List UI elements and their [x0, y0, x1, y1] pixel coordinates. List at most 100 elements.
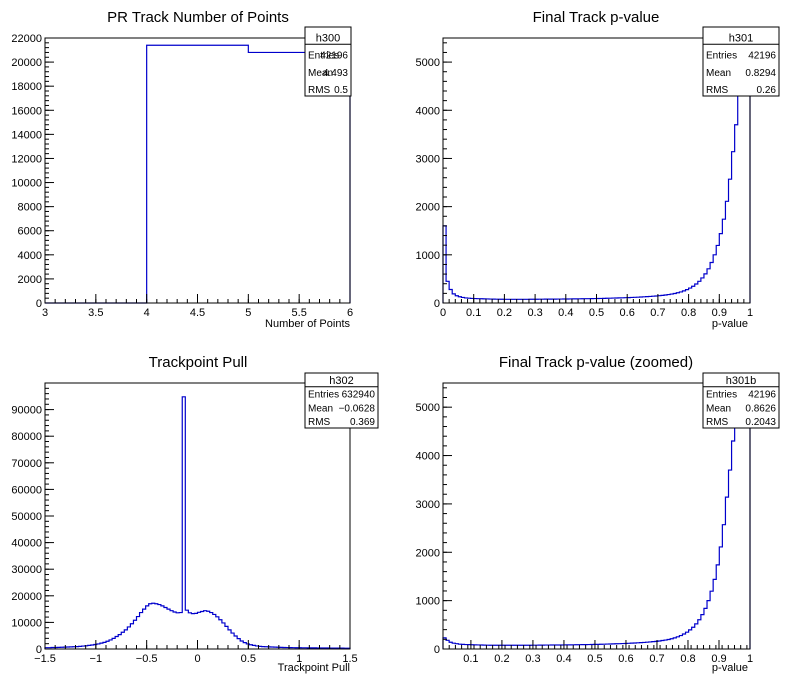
- x-tick-label: 0.9: [711, 653, 726, 665]
- x-tick-label: 0.7: [649, 653, 664, 665]
- y-tick-label: 2000: [416, 547, 440, 559]
- stats-value: 0.2043: [745, 417, 776, 428]
- x-tick-label: 1.5: [342, 653, 357, 665]
- chart-title: Final Track p-value (zoomed): [499, 354, 693, 371]
- y-tick-label: 50000: [11, 511, 42, 523]
- x-tick-label: −1: [90, 653, 103, 665]
- stats-box-name: h301: [729, 32, 753, 44]
- stats-box: h301b Entries 42196 Mean 0.8626 RMS 0.2043: [702, 372, 780, 429]
- x-tick-label: 0.5: [589, 307, 604, 319]
- x-axis-label: p-value: [712, 662, 748, 674]
- stats-label: RMS: [706, 85, 729, 96]
- y-tick-label: 20000: [11, 591, 42, 603]
- y-tick-label: 30000: [11, 564, 42, 576]
- x-tick-label: 1: [747, 307, 753, 319]
- y-tick-label: 1000: [416, 250, 440, 262]
- histogram-line: [442, 384, 751, 649]
- stats-value: 42196: [748, 51, 776, 62]
- x-tick-label: 0.6: [620, 307, 635, 319]
- y-tick-label: 10000: [11, 178, 42, 190]
- stats-label: RMS: [308, 417, 331, 428]
- x-tick-label: 0.2: [497, 307, 512, 319]
- y-tick-label: 0: [36, 298, 42, 310]
- plot-frame: [44, 382, 351, 650]
- stats-value: 0.5: [334, 85, 348, 96]
- stats-value: 42196: [320, 51, 348, 62]
- x-tick-label: 0: [194, 653, 200, 665]
- y-tick-label: 0: [434, 298, 440, 310]
- stats-box-frame: [304, 26, 352, 97]
- x-tick-label: 0.5: [241, 653, 256, 665]
- x-tick-label: 0.2: [494, 653, 509, 665]
- stats-value: 0.26: [757, 85, 777, 96]
- x-tick-label: 4: [144, 307, 150, 319]
- x-tick-label: 0.4: [558, 307, 573, 319]
- histogram-line: [45, 44, 351, 304]
- stats-label: Mean: [706, 403, 731, 414]
- stats-box-name: h300: [316, 32, 340, 44]
- y-tick-label: 2000: [416, 202, 440, 214]
- x-tick-label: 1: [747, 653, 753, 665]
- histogram-line: [442, 39, 751, 303]
- y-tick-label: 0: [434, 644, 440, 656]
- histogram-pad-h300: PR Track Number of Points 3 3.5 4 4.5 5 5.5 6 0 2…: [11, 9, 353, 330]
- x-tick-label: 4.5: [190, 307, 205, 319]
- stats-label: RMS: [308, 85, 331, 96]
- y-tick-label: 20000: [11, 57, 42, 69]
- x-tick-label: 0.6: [618, 653, 633, 665]
- x-tick-label: 0.7: [650, 307, 665, 319]
- stats-label: Mean: [706, 68, 731, 79]
- stats-box: h301 Entries 42196 Mean 0.8294 RMS 0.26: [702, 26, 780, 97]
- y-tick-label: 3000: [416, 499, 440, 511]
- stats-label: Entries: [308, 51, 339, 62]
- histogram-pad-h301b: Final Track p-value (zoomed) 0.1 0.2 0.3 0.4…: [416, 354, 780, 674]
- y-tick-label: 14000: [11, 129, 42, 141]
- x-tick-label: 0.1: [466, 307, 481, 319]
- chart-title: Final Track p-value: [533, 9, 660, 26]
- stats-value: 4.493: [323, 68, 348, 79]
- stats-label: Mean: [308, 403, 333, 414]
- x-tick-label: −0.5: [136, 653, 158, 665]
- y-tick-label: 4000: [18, 250, 42, 262]
- y-tick-label: 18000: [11, 81, 42, 93]
- stats-box-frame: [702, 26, 780, 97]
- stats-label: Entries: [706, 390, 737, 401]
- x-tick-label: 3.5: [88, 307, 103, 319]
- stats-value: 632940: [342, 390, 376, 401]
- chart-title: PR Track Number of Points: [107, 9, 289, 26]
- y-tick-label: 6000: [18, 226, 42, 238]
- y-tick-label: 1000: [416, 596, 440, 608]
- stats-value: −0.0628: [339, 403, 376, 414]
- stats-label: RMS: [706, 417, 729, 428]
- chart-title: Trackpoint Pull: [149, 354, 248, 371]
- stats-value: 0.8294: [745, 68, 776, 79]
- stats-label: Entries: [706, 51, 737, 62]
- x-tick-label: 0: [440, 307, 446, 319]
- x-tick-label: 0.8: [681, 307, 696, 319]
- y-tick-label: 5000: [416, 57, 440, 69]
- stats-box-name: h301b: [726, 375, 757, 387]
- histogram-pad-h302: Trackpoint Pull −1.5 −1 −0.5 0 0.5 1 1.5 0 10000 2…: [11, 354, 379, 674]
- x-axis-label: Trackpoint Pull: [278, 662, 350, 674]
- stats-box-frame: [304, 372, 379, 429]
- x-tick-label: 0.9: [712, 307, 727, 319]
- plot-frame: [44, 37, 351, 304]
- x-tick-label: 1: [296, 653, 302, 665]
- y-tick-label: 12000: [11, 153, 42, 165]
- x-axis-label: p-value: [712, 318, 748, 330]
- stats-value: 0.8626: [745, 403, 776, 414]
- x-tick-label: 5.5: [292, 307, 307, 319]
- y-tick-label: 22000: [11, 33, 42, 45]
- stats-label: Mean: [308, 68, 333, 79]
- x-tick-label: 0.5: [587, 653, 602, 665]
- y-tick-label: 0: [36, 644, 42, 656]
- histogram-line: [44, 396, 351, 649]
- y-tick-label: 60000: [11, 484, 42, 496]
- stats-value: 42196: [748, 390, 776, 401]
- y-tick-label: 8000: [18, 202, 42, 214]
- x-tick-label: 5: [245, 307, 251, 319]
- y-tick-label: 3000: [416, 153, 440, 165]
- y-tick-label: 70000: [11, 458, 42, 470]
